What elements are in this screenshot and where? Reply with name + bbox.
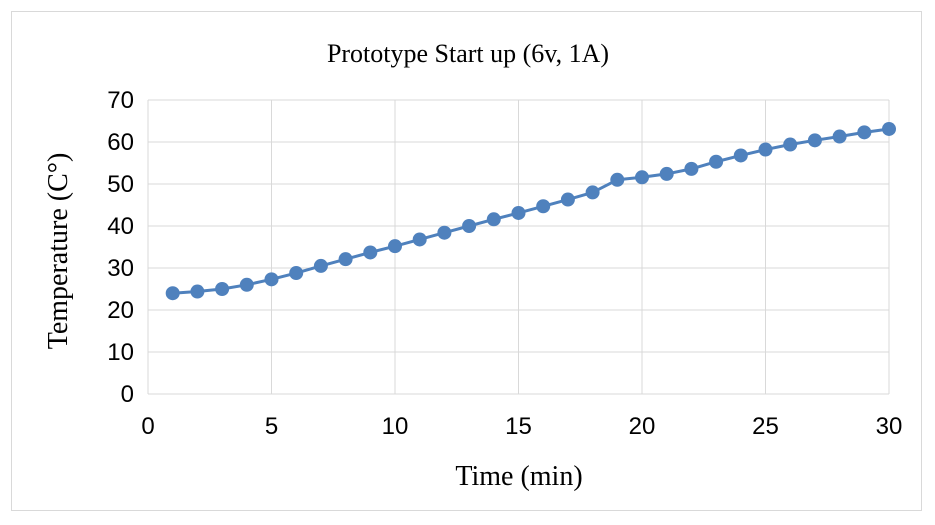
data-point [486,212,501,227]
data-point [388,239,402,254]
data-point [215,282,230,296]
y-tick-label: 70 [107,87,134,114]
line-chart: 0 10 20 30 40 50 60 70 0 5 10 15 20 25 30 Prototype St… [43,39,902,492]
axes [147,100,889,395]
data-point [462,219,477,233]
data-point [733,148,748,163]
y-tick-label: 40 [107,213,134,240]
y-axis-title: Temperature (C°) [43,153,74,350]
x-tick-label: 25 [752,413,779,440]
data-point [684,161,699,176]
data-point [659,166,674,181]
data-point [289,266,304,281]
y-tick-label: 30 [107,255,134,282]
y-tick-label: 60 [107,129,134,156]
gridlines [148,99,890,394]
chart-title: Prototype Start up (6v, 1A) [327,39,609,68]
data-point [437,225,452,240]
series-line [172,127,890,295]
data-point [882,121,896,136]
data-point [239,277,254,292]
data-point [783,137,798,152]
y-tick-label: 10 [107,339,134,366]
data-point [709,154,724,169]
data-point [832,129,847,144]
y-tick-label: 0 [121,381,134,408]
x-tick-label: 20 [629,413,656,440]
data-point [363,245,378,260]
data-point [412,232,427,247]
data-point [635,170,649,185]
data-point [190,284,205,299]
data-point [758,142,773,157]
x-tick-label: 10 [382,413,409,440]
data-point [807,133,822,148]
data-point [511,205,526,220]
x-tick-label: 5 [265,413,278,440]
x-tick-label: 30 [876,413,903,440]
data-point [610,172,625,187]
series-layer [165,121,896,301]
data-point [165,286,180,301]
x-tick-label: 0 [141,413,154,440]
y-tick-label: 50 [107,171,134,198]
x-axis-title: Time (min) [455,461,582,492]
tick-labels: 0 10 20 30 40 50 60 70 0 5 10 15 20 25 30 [107,87,902,440]
x-tick-label: 15 [505,413,532,440]
data-point [338,252,353,267]
data-point [857,125,872,140]
data-point [313,258,328,273]
data-point [560,192,575,207]
data-point [264,272,279,287]
y-tick-label: 20 [107,297,134,324]
data-point [536,199,551,214]
data-point [585,185,600,200]
chart-frame: 0 10 20 30 40 50 60 70 0 5 10 15 20 25 30 Prototype St… [11,11,922,511]
